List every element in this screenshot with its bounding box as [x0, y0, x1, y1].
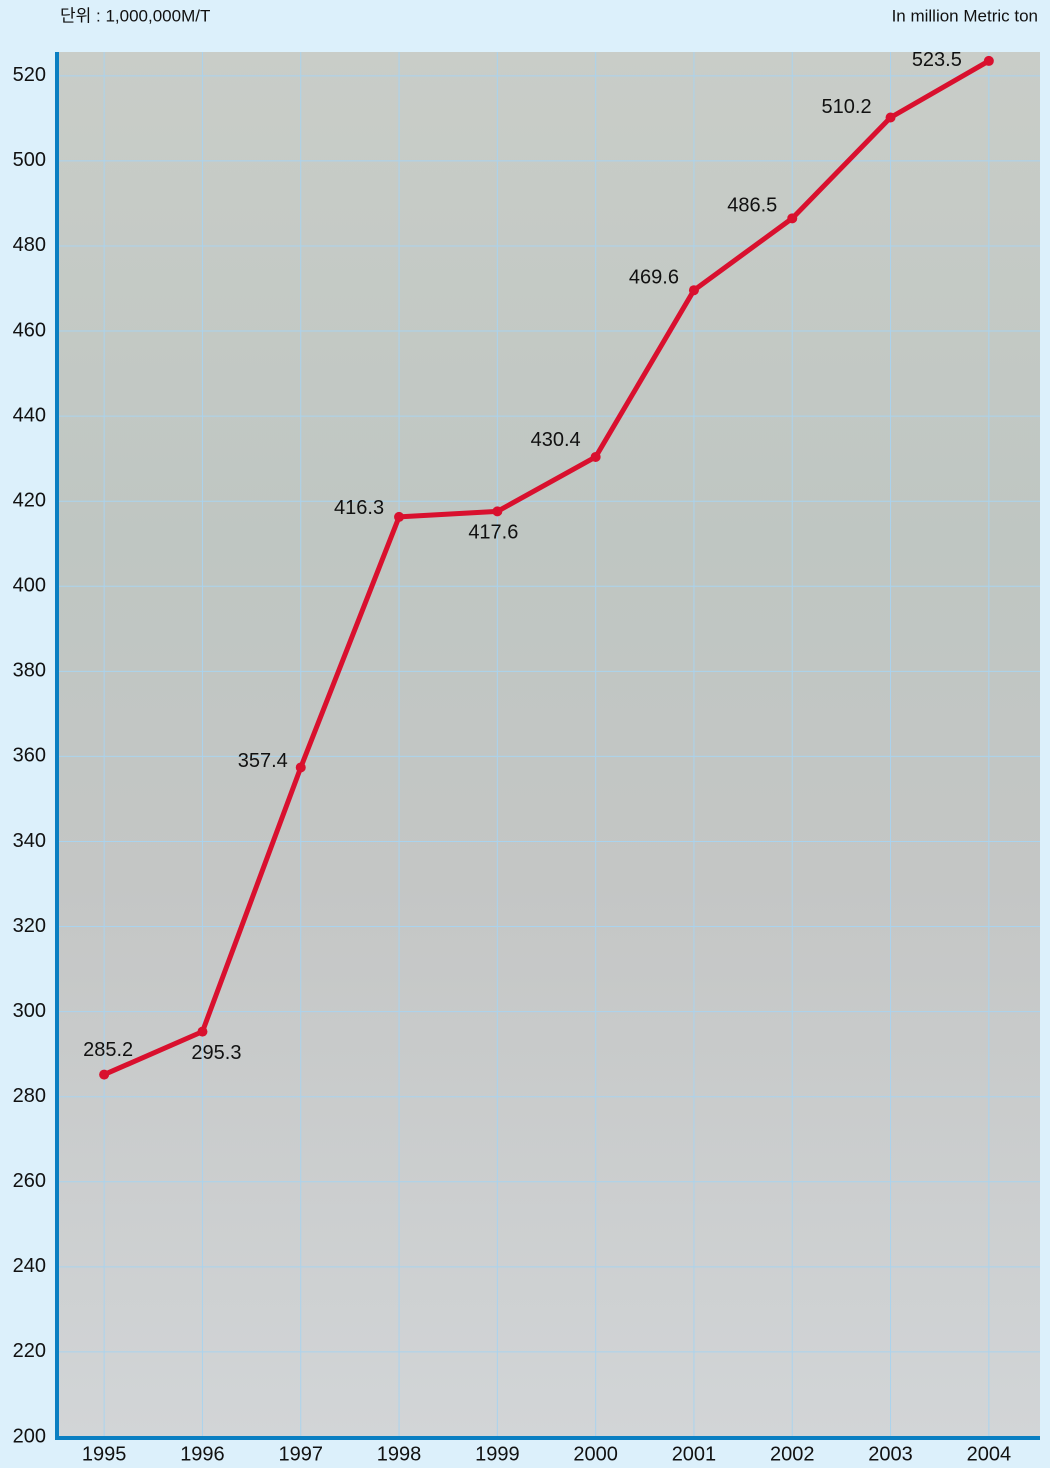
- x-tick-label: 1998: [377, 1443, 422, 1465]
- value-label: 523.5: [912, 49, 962, 71]
- y-tick-label: 320: [13, 915, 46, 937]
- y-tick-label: 500: [13, 149, 46, 171]
- y-tick-label: 280: [13, 1085, 46, 1107]
- y-tick-label: 200: [13, 1425, 46, 1447]
- y-tick-label: 360: [13, 745, 46, 767]
- line: [103, 58, 991, 1077]
- y-tick-label: 420: [13, 489, 46, 511]
- point: [983, 55, 994, 66]
- point: [492, 506, 503, 517]
- unit-label-english: In million Metric ton: [892, 6, 1038, 25]
- point: [885, 112, 896, 123]
- y-tick-label: 340: [13, 830, 46, 852]
- x-tick-label: 2003: [868, 1443, 913, 1465]
- x-tick-label: 2001: [672, 1443, 717, 1465]
- value-label: 357.4: [238, 750, 288, 772]
- point: [295, 762, 306, 773]
- grid: 200 220 240 260 280 300 320 340 360 380 400 420 440 4…: [13, 52, 1040, 1465]
- y-tick-label: 260: [13, 1170, 46, 1192]
- point: [590, 451, 601, 462]
- point: [394, 511, 405, 522]
- point: [197, 1026, 208, 1037]
- x-tick-label: 2000: [573, 1443, 618, 1465]
- value-label: 510.2: [822, 96, 872, 118]
- unit-label: 단위 : 1,000,000M/T: [60, 6, 210, 25]
- x-tick-label: 1997: [279, 1443, 324, 1465]
- value-label: 416.3: [334, 497, 384, 519]
- point: [688, 285, 699, 296]
- y-tick-label: 520: [13, 64, 46, 86]
- y-tick-label: 440: [13, 404, 46, 426]
- y-tick-label: 240: [13, 1255, 46, 1277]
- x-tick-label: 1995: [82, 1443, 127, 1465]
- value-label: 285.2: [83, 1039, 133, 1061]
- x-tick-label: 1999: [475, 1443, 520, 1465]
- plot-background: [57, 52, 1040, 1437]
- x-tick-label: 1996: [180, 1443, 225, 1465]
- x-tick-label: 2004: [967, 1443, 1012, 1465]
- point: [99, 1069, 110, 1080]
- x-tick-label: 2002: [770, 1443, 815, 1465]
- y-tick-label: 380: [13, 660, 46, 682]
- y-tick-label: 220: [13, 1340, 46, 1362]
- y-tick-label: 400: [13, 575, 46, 597]
- y-tick-label: 300: [13, 1000, 46, 1022]
- value-label: 295.3: [191, 1042, 241, 1064]
- point: [787, 213, 798, 224]
- value-label: 469.6: [629, 266, 679, 288]
- value-label: 417.6: [468, 522, 518, 544]
- marks: 285.2 295.3 357.4 416.3 417.6 430.4 469.6 486.5…: [83, 49, 994, 1080]
- value-label: 486.5: [727, 195, 777, 217]
- y-tick-label: 460: [13, 319, 46, 341]
- value-label: 430.4: [531, 429, 581, 451]
- y-tick-label: 480: [13, 234, 46, 256]
